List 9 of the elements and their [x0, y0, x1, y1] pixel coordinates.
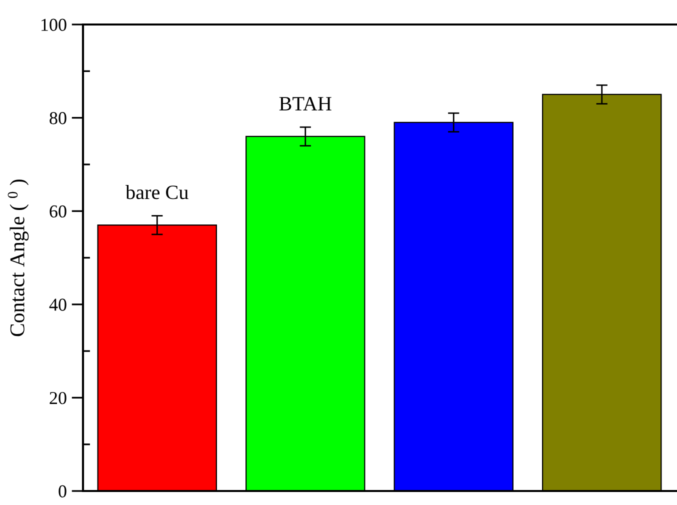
- y-axis-title: Contact Angle ( $^{0}$ ): [8, 180, 29, 336]
- y-tick-label: 20: [50, 392, 66, 404]
- y-tick-label: 40: [49, 298, 66, 311]
- x-tick-label: bare Cu: [126, 185, 188, 200]
- y-tick-label: 0: [58, 485, 66, 498]
- x-tick-label: BTAH: [279, 97, 332, 110]
- y-tick-label: 60: [50, 205, 66, 218]
- y-tick-label: 80: [50, 112, 66, 124]
- y-tick-label: 100: [42, 18, 66, 31]
